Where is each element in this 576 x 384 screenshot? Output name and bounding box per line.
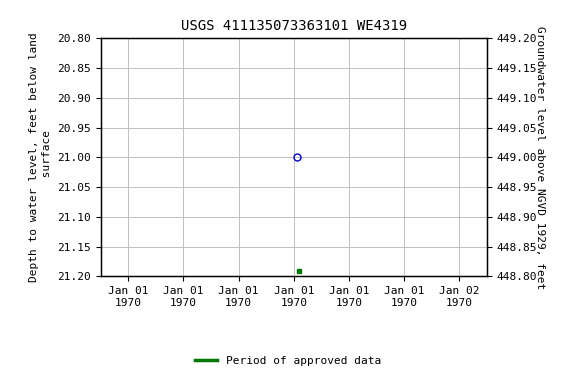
Y-axis label: Groundwater level above NGVD 1929, feet: Groundwater level above NGVD 1929, feet xyxy=(535,26,545,289)
Legend: Period of approved data: Period of approved data xyxy=(191,352,385,371)
Y-axis label: Depth to water level, feet below land
 surface: Depth to water level, feet below land su… xyxy=(29,33,52,282)
Title: USGS 411135073363101 WE4319: USGS 411135073363101 WE4319 xyxy=(181,19,407,33)
